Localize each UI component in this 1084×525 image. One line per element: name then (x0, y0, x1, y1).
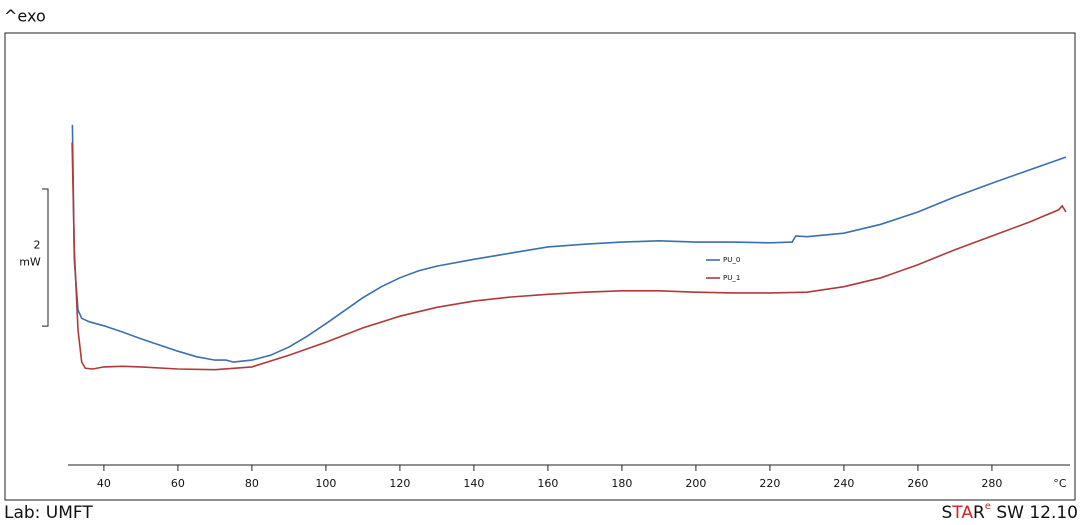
x-tick-label: 280 (981, 477, 1002, 490)
x-tick-label: 240 (833, 477, 854, 490)
x-tick-label: 80 (245, 477, 259, 490)
x-tick-label: 60 (171, 477, 185, 490)
legend-label: PU_0 (723, 256, 740, 264)
x-tick-label: 120 (389, 477, 410, 490)
scale-value: 2 (34, 239, 41, 252)
x-tick-label: 40 (97, 477, 111, 490)
logo-r: R (973, 503, 985, 523)
x-unit: °C (1053, 477, 1067, 490)
x-tick-label: 140 (463, 477, 484, 490)
x-tick-label: 220 (759, 477, 780, 490)
scale-bar (42, 188, 49, 327)
chart-title: ^exo (4, 7, 46, 26)
scale-unit: mW (19, 256, 41, 269)
series-line (71, 124, 1067, 363)
footer-logo: STARe SW 12.10 (941, 501, 1078, 523)
footer-lab: Lab: UMFT (4, 503, 93, 523)
logo-s: S (941, 503, 952, 523)
logo-e: e (985, 501, 991, 512)
logo-ta: TA (951, 503, 973, 523)
x-tick-label: 160 (537, 477, 558, 490)
x-tick-label: 180 (611, 477, 632, 490)
legend-label: PU_1 (723, 274, 740, 282)
version: SW 12.10 (996, 503, 1078, 523)
x-tick-label: 260 (907, 477, 928, 490)
series-line (71, 142, 1067, 371)
x-tick-label: 100 (315, 477, 336, 490)
x-tick-label: 200 (685, 477, 706, 490)
frame (4, 32, 1076, 501)
